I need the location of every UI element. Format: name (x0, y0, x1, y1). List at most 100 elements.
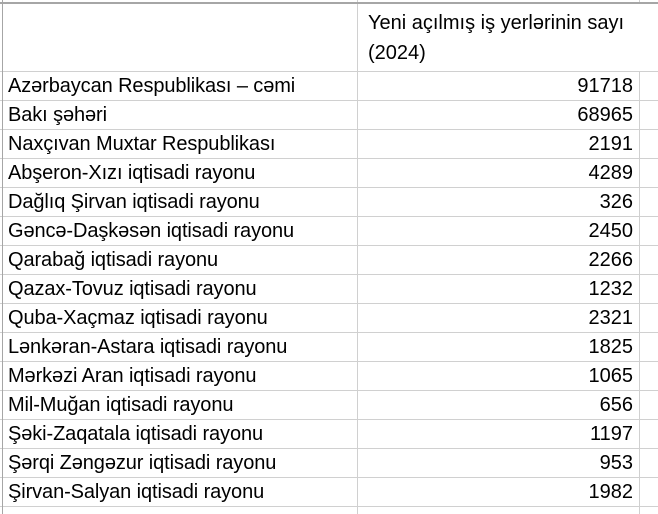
value-cell[interactable]: 91718 (358, 72, 640, 100)
partial-row-bottom (0, 507, 658, 514)
region-cell[interactable]: Dağlıq Şirvan iqtisadi rayonu (0, 188, 358, 216)
value-cell[interactable]: 953 (358, 449, 640, 477)
value-cell[interactable]: 2266 (358, 246, 640, 274)
table-row: Bakı şəhəri 68965 (0, 101, 658, 130)
empty-cell[interactable] (640, 159, 658, 187)
empty-cell[interactable] (640, 333, 658, 361)
value-number: 91718 (577, 75, 633, 97)
value-cell[interactable]: 68965 (358, 101, 640, 129)
region-name: Mil-Muğan iqtisadi rayonu (8, 394, 234, 416)
value-number: 1825 (588, 336, 634, 358)
value-cell[interactable]: 4289 (358, 159, 640, 187)
partial-cell (0, 0, 358, 2)
region-name: Şirvan-Salyan iqtisadi rayonu (8, 481, 265, 503)
partial-cell (358, 0, 640, 2)
value-number: 326 (599, 191, 633, 213)
empty-cell[interactable] (640, 304, 658, 332)
region-cell[interactable]: Azərbaycan Respublikası – cəmi (0, 72, 358, 100)
value-cell[interactable]: 1197 (358, 420, 640, 448)
empty-cell[interactable] (640, 101, 658, 129)
region-name: Azərbaycan Respublikası – cəmi (8, 75, 296, 97)
partial-cell (0, 507, 358, 514)
region-name: Abşeron-Xızı iqtisadi rayonu (8, 162, 256, 184)
region-cell[interactable]: Şirvan-Salyan iqtisadi rayonu (0, 478, 358, 506)
partial-cell (640, 0, 658, 2)
table-row: Naxçıvan Muxtar Respublikası 2191 (0, 130, 658, 159)
value-cell[interactable]: 2321 (358, 304, 640, 332)
value-number: 2321 (588, 307, 634, 329)
region-name: Naxçıvan Muxtar Respublikası (8, 133, 276, 155)
value-cell[interactable]: 326 (358, 188, 640, 216)
value-number: 4289 (588, 162, 634, 184)
region-cell[interactable]: Qazax-Tovuz iqtisadi rayonu (0, 275, 358, 303)
table-row: Qarabağ iqtisadi rayonu 2266 (0, 246, 658, 275)
region-name: Şərqi Zəngəzur iqtisadi rayonu (8, 452, 277, 474)
header-cell-value[interactable]: Yeni açılmış iş yerlərinin sayı (2024) (358, 4, 640, 71)
value-number: 953 (599, 452, 633, 474)
value-cell[interactable]: 2450 (358, 217, 640, 245)
region-cell[interactable]: Quba-Xaçmaz iqtisadi rayonu (0, 304, 358, 332)
region-name: Dağlıq Şirvan iqtisadi rayonu (8, 191, 260, 213)
region-cell[interactable]: Lənkəran-Astara iqtisadi rayonu (0, 333, 358, 361)
value-number: 68965 (577, 104, 633, 126)
region-cell[interactable]: Gəncə-Daşkəsən iqtisadi rayonu (0, 217, 358, 245)
region-cell[interactable]: Bakı şəhəri (0, 101, 358, 129)
value-cell[interactable]: 1232 (358, 275, 640, 303)
table-row: Şirvan-Salyan iqtisadi rayonu 1982 (0, 478, 658, 507)
table-row: Dağlıq Şirvan iqtisadi rayonu 326 (0, 188, 658, 217)
region-cell[interactable]: Mərkəzi Aran iqtisadi rayonu (0, 362, 358, 390)
table-row: Gəncə-Daşkəsən iqtisadi rayonu 2450 (0, 217, 658, 246)
table-row: Mərkəzi Aran iqtisadi rayonu 1065 (0, 362, 658, 391)
region-cell[interactable]: Şəki-Zaqatala iqtisadi rayonu (0, 420, 358, 448)
value-number: 1232 (588, 278, 634, 300)
empty-cell[interactable] (640, 188, 658, 216)
region-name: Mərkəzi Aran iqtisadi rayonu (8, 365, 257, 387)
empty-cell[interactable] (640, 362, 658, 390)
region-cell[interactable]: Qarabağ iqtisadi rayonu (0, 246, 358, 274)
value-number: 656 (599, 394, 633, 416)
empty-cell[interactable] (640, 275, 658, 303)
value-number: 2266 (588, 249, 634, 271)
region-cell[interactable]: Mil-Muğan iqtisadi rayonu (0, 391, 358, 419)
table-row: Qazax-Tovuz iqtisadi rayonu 1232 (0, 275, 658, 304)
region-name: Quba-Xaçmaz iqtisadi rayonu (8, 307, 268, 329)
partial-row-top (0, 0, 658, 4)
table-body: Azərbaycan Respublikası – cəmi 91718 Bak… (0, 72, 658, 507)
region-cell[interactable]: Abşeron-Xızı iqtisadi rayonu (0, 159, 358, 187)
value-number: 1982 (588, 481, 634, 503)
empty-cell[interactable] (640, 420, 658, 448)
table-row: Abşeron-Xızı iqtisadi rayonu 4289 (0, 159, 658, 188)
value-cell[interactable]: 2191 (358, 130, 640, 158)
region-cell[interactable]: Şərqi Zəngəzur iqtisadi rayonu (0, 449, 358, 477)
empty-cell[interactable] (640, 391, 658, 419)
empty-cell[interactable] (640, 72, 658, 100)
value-cell[interactable]: 1065 (358, 362, 640, 390)
empty-cell[interactable] (640, 130, 658, 158)
empty-cell[interactable] (640, 478, 658, 506)
region-name: Qazax-Tovuz iqtisadi rayonu (8, 278, 257, 300)
partial-cell (358, 507, 640, 514)
table-row: Lənkəran-Astara iqtisadi rayonu 1825 (0, 333, 658, 362)
empty-cell[interactable] (640, 217, 658, 245)
region-name: Bakı şəhəri (8, 104, 107, 126)
table-row: Şərqi Zəngəzur iqtisadi rayonu 953 (0, 449, 658, 478)
table-row: Quba-Xaçmaz iqtisadi rayonu 2321 (0, 304, 658, 333)
table-row: Azərbaycan Respublikası – cəmi 91718 (0, 72, 658, 101)
empty-cell[interactable] (640, 246, 658, 274)
header-cell-extra[interactable] (640, 4, 658, 71)
value-number: 2450 (588, 220, 634, 242)
value-cell[interactable]: 1982 (358, 478, 640, 506)
header-row: Yeni açılmış iş yerlərinin sayı (2024) (0, 4, 658, 72)
header-cell-region[interactable] (0, 4, 358, 71)
table-row: Mil-Muğan iqtisadi rayonu 656 (0, 391, 658, 420)
region-cell[interactable]: Naxçıvan Muxtar Respublikası (0, 130, 358, 158)
partial-cell (640, 507, 658, 514)
sheet-left-border (2, 0, 3, 514)
empty-cell[interactable] (640, 449, 658, 477)
value-number: 1197 (589, 423, 633, 445)
value-cell[interactable]: 656 (358, 391, 640, 419)
value-cell[interactable]: 1825 (358, 333, 640, 361)
table-row: Şəki-Zaqatala iqtisadi rayonu 1197 (0, 420, 658, 449)
header-value-label: Yeni açılmış iş yerlərinin sayı (2024) (368, 12, 625, 64)
